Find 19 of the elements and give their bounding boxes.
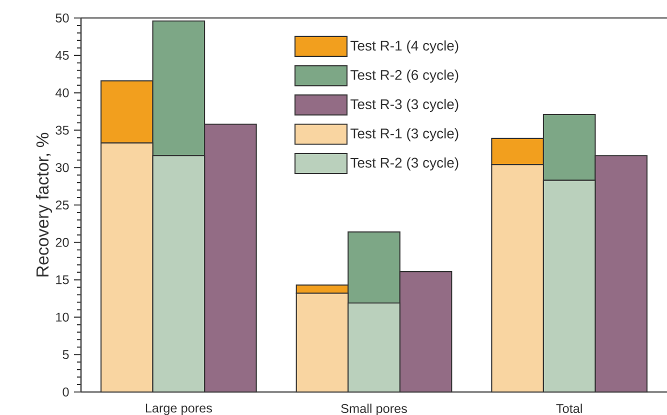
y-tick-label: 10 bbox=[56, 312, 69, 322]
y-tick-label: 45 bbox=[55, 50, 69, 60]
y-tick-label: 35 bbox=[56, 126, 69, 135]
y-tick-label: 0 bbox=[62, 388, 69, 396]
legend-label: Test R-1 (4 cycle) bbox=[350, 40, 458, 54]
y-tick-label: 25 bbox=[56, 200, 69, 210]
legend-label: Test R-1 (3 cycle) bbox=[350, 128, 458, 142]
x-tick-label: Large pores bbox=[146, 404, 212, 415]
y-tick-label: 40 bbox=[55, 88, 69, 98]
y-tick-label: 5 bbox=[62, 350, 69, 360]
legend-label: Test R-2 (3 cycle) bbox=[350, 157, 458, 170]
x-tick-label: Total bbox=[556, 404, 582, 414]
y-tick-label: 50 bbox=[56, 14, 69, 22]
y-tick-label: 15 bbox=[56, 275, 69, 284]
y-tick-label: 30 bbox=[56, 163, 69, 172]
y-tick-label: 20 bbox=[56, 238, 69, 247]
legend-label: Test R-2 (6 cycle) bbox=[350, 70, 458, 83]
y-axis-title: Recovery factor, % bbox=[36, 132, 52, 276]
legend-label: Test R-3 (3 cycle) bbox=[350, 98, 458, 112]
